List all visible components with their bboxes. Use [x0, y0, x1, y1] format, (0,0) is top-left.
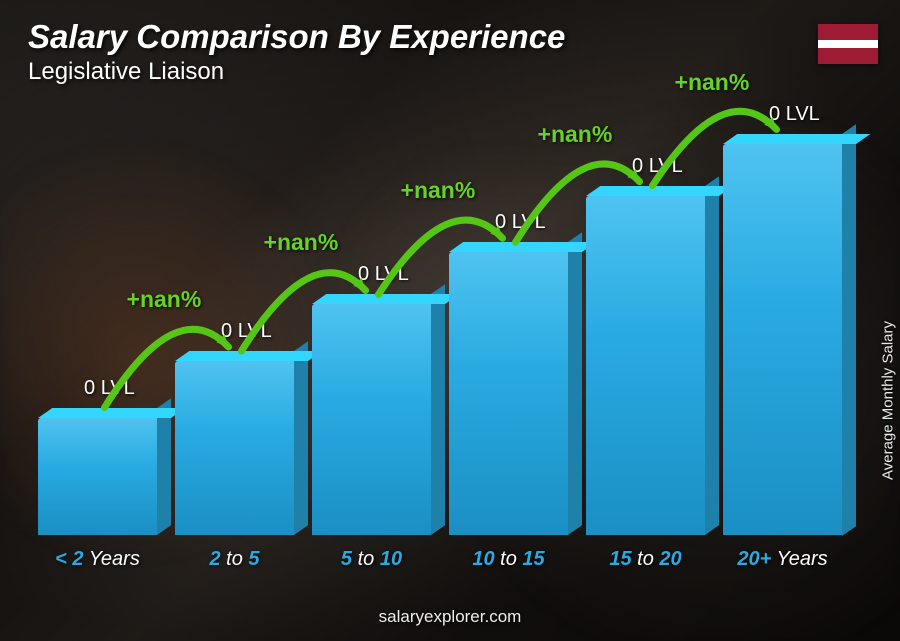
bar-slot: 0 LVL [449, 100, 568, 535]
bar-side [705, 176, 719, 535]
bar-top [449, 242, 596, 252]
bar-value-label: 0 LVL [26, 377, 193, 400]
x-axis-tick: 10 to 15 [449, 548, 568, 571]
bar: 0 LVL [723, 144, 842, 536]
bar: 0 LVL [586, 196, 705, 535]
x-axis: < 2 Years 2 to 5 5 to 10 10 to 15 15 to 20 20… [30, 548, 850, 571]
bar: 0 LVL [312, 304, 431, 535]
bar-top [312, 294, 459, 304]
bar-chart: 0 LVL0 LVL0 LVL0 LVL0 LVL0 LVL +nan%+nan… [30, 100, 850, 571]
bar-side [431, 285, 445, 535]
bar-side [294, 341, 308, 535]
bar-value-label: 0 LVL [163, 320, 330, 343]
bar-side [568, 232, 582, 535]
bar-front [723, 144, 842, 536]
x-axis-tick: 2 to 5 [175, 548, 294, 571]
bar-top [175, 351, 322, 361]
x-axis-tick: 15 to 20 [586, 548, 705, 571]
bar-value-label: 0 LVL [711, 103, 878, 126]
bar-top [38, 408, 185, 418]
chart-title: Salary Comparison By Experience [28, 18, 565, 56]
bar-value-label: 0 LVL [300, 263, 467, 286]
bar-slot: 0 LVL [312, 100, 431, 535]
bar-front [175, 361, 294, 535]
bar-side [157, 398, 171, 535]
chart-header: Salary Comparison By Experience Legislat… [28, 18, 565, 86]
bar-front [38, 418, 157, 535]
bar-front [449, 252, 568, 535]
y-axis-label: Average Monthly Salary [880, 321, 897, 480]
country-flag-icon [818, 24, 878, 64]
flag-stripe-mid [818, 40, 878, 48]
footer-credit: salaryexplorer.com [0, 607, 900, 627]
chart-subtitle: Legislative Liaison [28, 58, 565, 86]
x-axis-tick: 5 to 10 [312, 548, 431, 571]
bar-top [723, 134, 870, 144]
bar-value-label: 0 LVL [574, 155, 741, 178]
flag-stripe-bot [818, 48, 878, 64]
bar-slot: 0 LVL [38, 100, 157, 535]
bar-front [586, 196, 705, 535]
bar: 0 LVL [449, 252, 568, 535]
bars-container: 0 LVL0 LVL0 LVL0 LVL0 LVL0 LVL [30, 100, 850, 535]
bar: 0 LVL [175, 361, 294, 535]
x-axis-tick: 20+ Years [723, 548, 842, 571]
bar-top [586, 186, 733, 196]
bar: 0 LVL [38, 418, 157, 535]
bar-value-label: 0 LVL [437, 211, 604, 234]
bar-slot: 0 LVL [586, 100, 705, 535]
flag-stripe-top [818, 24, 878, 40]
bar-front [312, 304, 431, 535]
bar-slot: 0 LVL [723, 100, 842, 535]
x-axis-tick: < 2 Years [38, 548, 157, 571]
bar-side [842, 124, 856, 535]
bar-slot: 0 LVL [175, 100, 294, 535]
